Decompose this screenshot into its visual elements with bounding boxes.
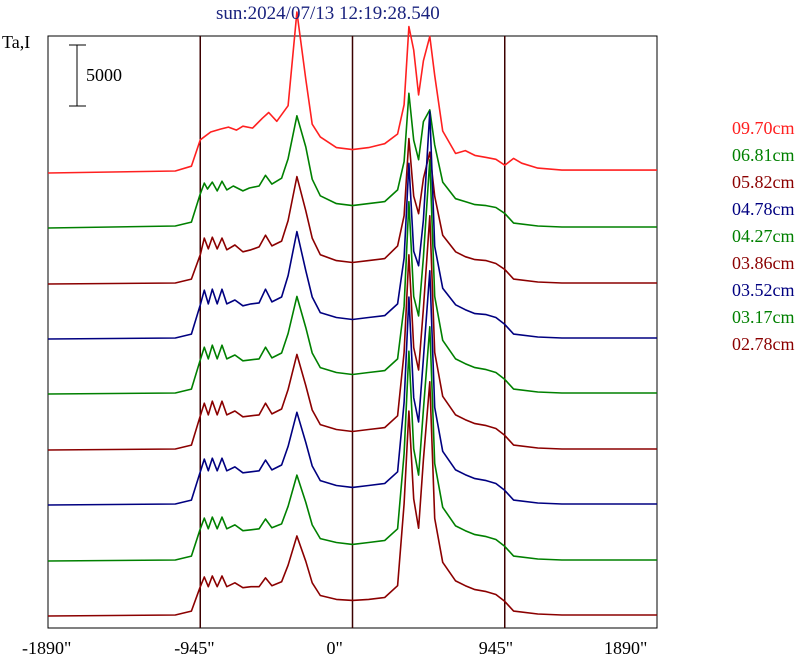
trace-03.17cm [47,325,657,562]
chart-title: sun:2024/07/13 12:19:28.540 [216,3,440,24]
trace-09.70cm [47,11,657,174]
trace-03.52cm [47,269,657,506]
trace-04.27cm [47,159,657,395]
trace-06.81cm [47,92,657,229]
y-axis-label: Ta,I [2,32,31,52]
legend-entry: 05.82cm [732,172,795,192]
legend-entry: 03.17cm [732,307,795,327]
scale-bar [69,44,86,107]
trace-03.86cm [47,215,657,451]
x-tick-label: 1890" [604,638,648,658]
legend-entry: 04.27cm [732,226,795,246]
x-tick-label: 945" [478,638,514,658]
legend-entry: 02.78cm [732,334,795,354]
legend-entry: 06.81cm [732,145,795,165]
legend-entry: 09.70cm [732,118,795,138]
scale-bar-label: 5000 [86,65,122,85]
trace-02.78cm [47,380,657,617]
trace-05.82cm [47,137,657,285]
x-tick-label: -1890" [22,638,72,658]
legend-entry: 03.52cm [732,280,795,300]
legend-entry: 03.86cm [732,253,795,273]
trace-04.78cm [47,110,657,340]
legend-entry: 04.78cm [732,199,795,219]
x-tick-label: -945" [174,638,215,658]
x-tick-label: 0" [326,638,343,658]
